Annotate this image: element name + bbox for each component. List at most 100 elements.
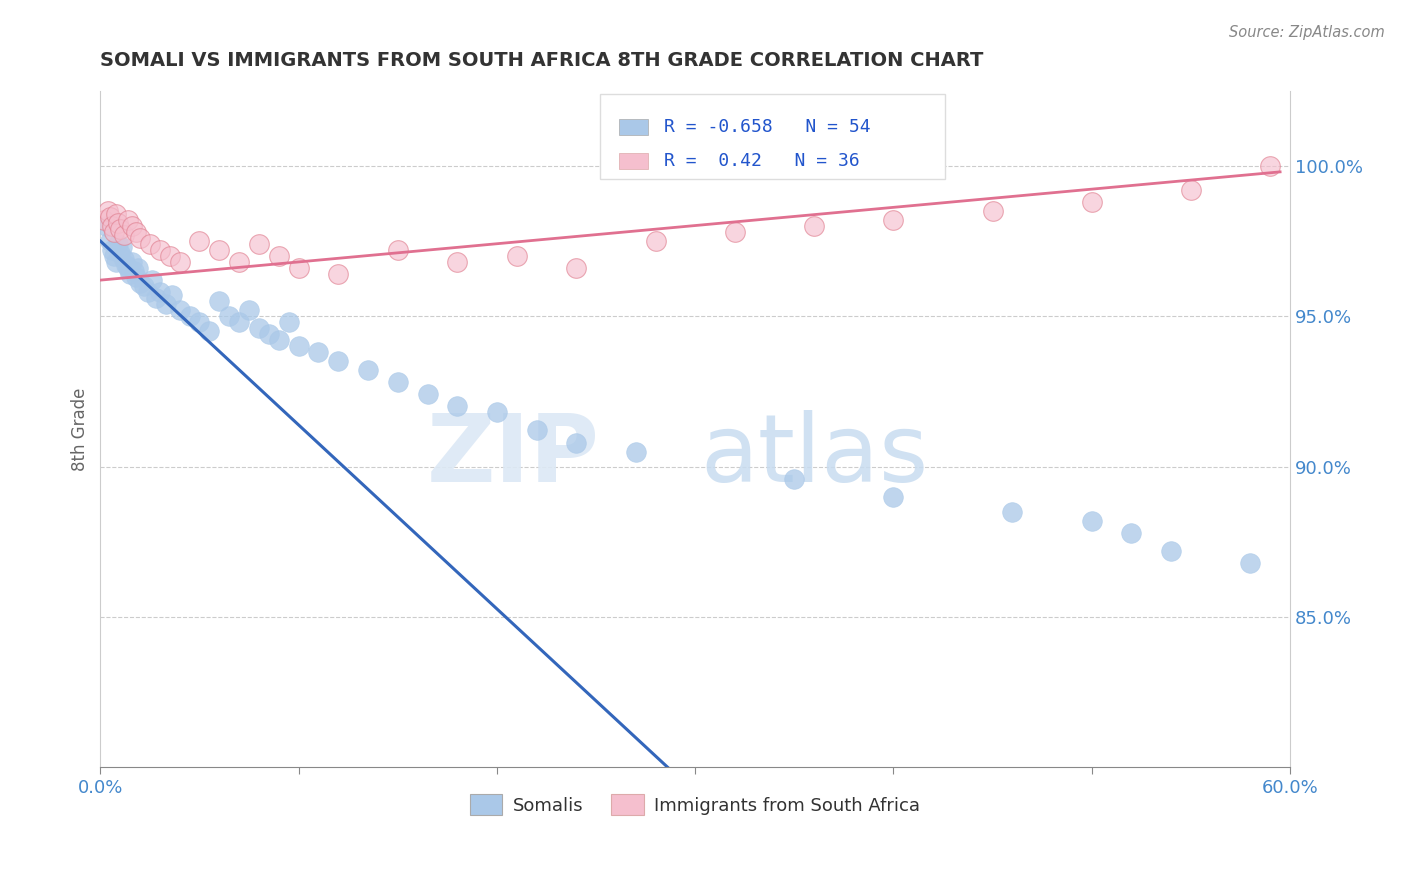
Point: [145, 291, 167, 305]
Point: [160, 288, 183, 302]
Point: [101, 243, 124, 257]
Text: SOMALI VS IMMIGRANTS FROM SOUTH AFRICA 8TH GRADE CORRELATION CHART: SOMALI VS IMMIGRANTS FROM SOUTH AFRICA 8…: [100, 51, 984, 70]
FancyBboxPatch shape: [619, 119, 648, 135]
Point: [307, 345, 329, 359]
FancyBboxPatch shape: [619, 153, 648, 169]
Point: [287, 339, 309, 353]
Point: [117, 213, 139, 227]
Point: [108, 246, 131, 260]
Point: [526, 424, 548, 438]
Point: [1001, 505, 1024, 519]
Point: [247, 237, 270, 252]
Point: [93, 213, 115, 227]
FancyBboxPatch shape: [600, 94, 945, 178]
Point: [981, 204, 1004, 219]
Point: [257, 327, 280, 342]
Point: [228, 255, 250, 269]
Point: [267, 249, 290, 263]
Point: [277, 315, 299, 329]
Point: [125, 270, 148, 285]
Point: [169, 255, 191, 269]
Point: [120, 267, 142, 281]
Text: R =  0.42   N = 36: R = 0.42 N = 36: [664, 153, 860, 170]
Point: [103, 225, 125, 239]
Point: [624, 444, 647, 458]
Point: [267, 333, 290, 347]
Point: [179, 309, 201, 323]
Point: [328, 267, 350, 281]
Point: [238, 303, 260, 318]
Point: [208, 294, 231, 309]
Point: [98, 210, 121, 224]
Point: [882, 490, 904, 504]
Point: [1258, 159, 1281, 173]
Point: [112, 252, 135, 266]
Point: [387, 243, 409, 257]
Text: Source: ZipAtlas.com: Source: ZipAtlas.com: [1229, 25, 1385, 40]
Point: [228, 315, 250, 329]
Point: [1080, 194, 1102, 209]
Point: [141, 273, 163, 287]
Point: [107, 216, 129, 230]
Point: [108, 222, 131, 236]
Point: [1080, 514, 1102, 528]
Point: [485, 405, 508, 419]
Legend: Somalis, Immigrants from South Africa: Somalis, Immigrants from South Africa: [463, 788, 928, 822]
Point: [446, 255, 468, 269]
Point: [96, 219, 118, 233]
Point: [149, 285, 172, 300]
Point: [107, 237, 129, 252]
Point: [328, 354, 350, 368]
Point: [247, 321, 270, 335]
Point: [644, 234, 666, 248]
Point: [112, 227, 135, 242]
Point: [122, 264, 145, 278]
Point: [97, 204, 120, 219]
Point: [188, 315, 211, 329]
Point: [1121, 525, 1143, 540]
Point: [103, 249, 125, 263]
Point: [287, 261, 309, 276]
Point: [105, 207, 128, 221]
Point: [882, 213, 904, 227]
Point: [121, 219, 143, 233]
Point: [101, 219, 124, 233]
Point: [416, 387, 439, 401]
Point: [132, 279, 155, 293]
Point: [117, 261, 139, 276]
Point: [446, 400, 468, 414]
Point: [387, 376, 409, 390]
Point: [1160, 543, 1182, 558]
Point: [803, 219, 825, 233]
Point: [1180, 183, 1202, 197]
Point: [188, 234, 211, 248]
Point: [565, 261, 588, 276]
Text: R = -0.658   N = 54: R = -0.658 N = 54: [664, 118, 870, 136]
Point: [783, 472, 806, 486]
Point: [1239, 556, 1261, 570]
Point: [198, 324, 221, 338]
Point: [149, 243, 172, 257]
Point: [357, 363, 380, 377]
Point: [127, 261, 149, 276]
Point: [129, 276, 152, 290]
Point: [98, 234, 121, 248]
Point: [121, 255, 143, 269]
Point: [155, 297, 177, 311]
Point: [506, 249, 529, 263]
Y-axis label: 8th Grade: 8th Grade: [72, 387, 89, 471]
Text: ZIP: ZIP: [427, 410, 600, 502]
Point: [115, 258, 138, 272]
Point: [105, 255, 128, 269]
Point: [125, 225, 148, 239]
Point: [111, 240, 134, 254]
Point: [208, 243, 231, 257]
Point: [218, 309, 240, 323]
Point: [139, 237, 162, 252]
Text: atlas: atlas: [700, 410, 928, 502]
Point: [169, 303, 191, 318]
Point: [136, 285, 159, 300]
Point: [159, 249, 181, 263]
Point: [724, 225, 747, 239]
Point: [565, 435, 588, 450]
